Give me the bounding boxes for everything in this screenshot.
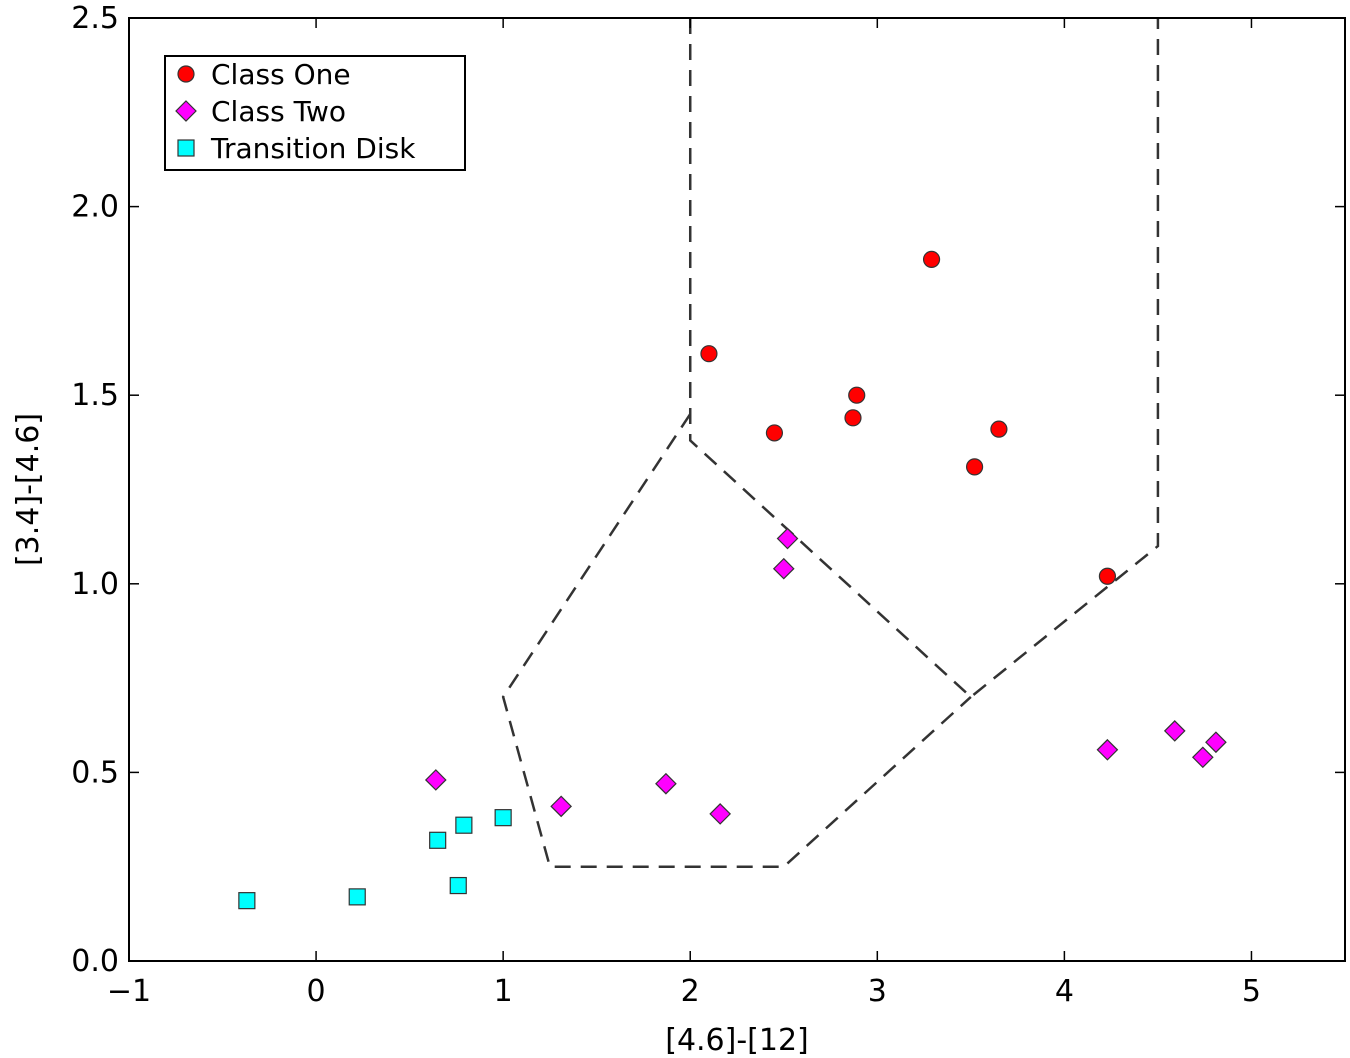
- legend: Class One Class Two Transition Disk: [164, 55, 466, 171]
- y-tick-label: 0.5: [71, 755, 119, 790]
- transition-disk-point: [238, 892, 256, 910]
- transition-disk-point: [449, 876, 467, 895]
- transition-disk-point: [455, 816, 473, 834]
- class-one-point: [990, 420, 1008, 438]
- y-tick-label: 1.0: [71, 567, 119, 602]
- y-tick-label: 1.5: [71, 378, 119, 413]
- class-two-point: [772, 557, 795, 580]
- legend-box: [164, 55, 466, 171]
- axis-ticks: −1 0 1 2 3 4 5 0.0 0.5 1.0 1.5 2.0 2.5: [71, 1, 1345, 1009]
- legend-marker-class-two: [175, 100, 197, 122]
- legend-marker-transition-disk: [177, 139, 195, 157]
- class-two-point: [1205, 731, 1227, 754]
- transition-disk-point: [429, 831, 447, 849]
- x-tick-label: 1: [494, 974, 513, 1009]
- class-one-point: [1098, 567, 1117, 585]
- x-tick-label: −1: [107, 974, 151, 1009]
- x-tick-label: 3: [868, 974, 887, 1009]
- transition-disk-point: [348, 888, 366, 906]
- class-two-point: [1191, 746, 1214, 769]
- selection-boundary-2: [501, 413, 972, 868]
- class-one-point: [965, 458, 984, 476]
- class-two-point: [776, 527, 799, 550]
- class-one-point: [922, 250, 941, 269]
- class-two-point: [655, 772, 677, 795]
- plot-frame: [128, 17, 1346, 962]
- boundary-lines: [501, 18, 1160, 868]
- class-two-point: [1096, 738, 1119, 761]
- x-tick-label: 2: [681, 974, 700, 1009]
- class-two-point: [424, 769, 447, 791]
- x-tick-label: 0: [307, 974, 326, 1009]
- y-tick-label: 2.5: [71, 1, 119, 36]
- legend-label-transition-disk: Transition Disk: [210, 132, 416, 165]
- x-tick-label: 5: [1242, 974, 1261, 1009]
- x-axis-label: [4.6]-[12]: [665, 1023, 809, 1058]
- class-one-point: [848, 386, 866, 404]
- y-tick-label: 0.0: [71, 944, 119, 979]
- transition-disk-point: [494, 809, 512, 827]
- legend-label-class-two: Class Two: [211, 95, 346, 128]
- data-points: [238, 250, 1227, 910]
- class-two-point: [550, 795, 572, 818]
- legend-label-class-one: Class One: [211, 58, 351, 91]
- y-axis-label: [3.4]-[4.6]: [11, 413, 46, 566]
- x-tick-label: 4: [1055, 974, 1074, 1009]
- class-two-point: [709, 803, 732, 825]
- y-tick-label: 2.0: [71, 190, 119, 225]
- class-one-point: [765, 424, 784, 442]
- class-one-point: [700, 345, 718, 363]
- class-one-point: [844, 409, 862, 427]
- legend-marker-class-one: [177, 65, 195, 83]
- selection-boundary-1: [688, 18, 1160, 699]
- class-two-point: [1163, 720, 1186, 742]
